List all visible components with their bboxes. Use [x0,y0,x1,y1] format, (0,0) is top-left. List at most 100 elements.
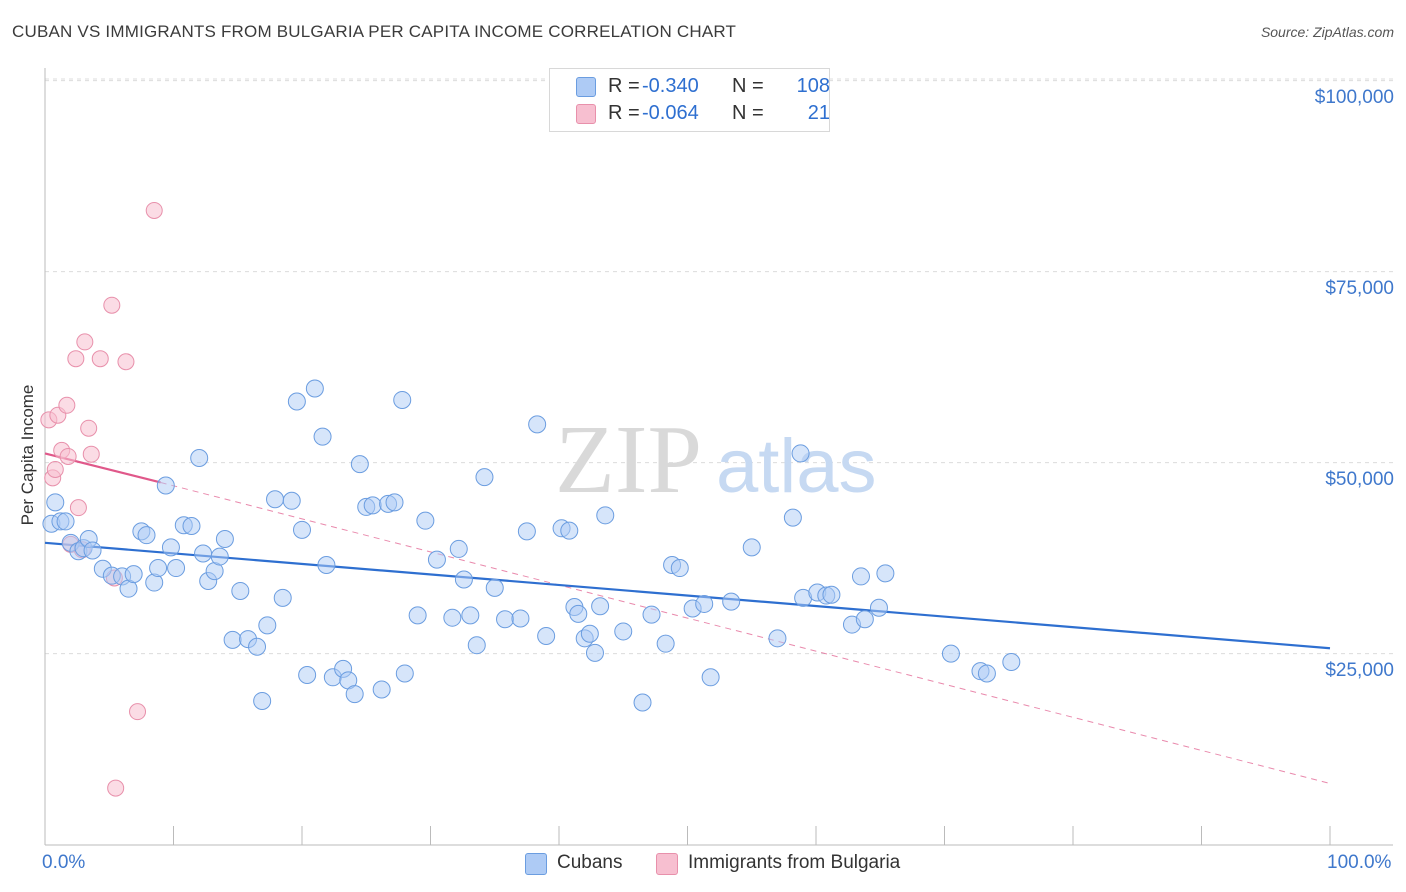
cubans-point [124,565,143,584]
cubans-point [215,530,234,548]
cubans-point [190,449,209,468]
legend-r-value: -0.064 [642,102,699,124]
cubans-point [876,564,895,583]
cubans-point [695,594,714,613]
correlation-legend: R = -0.340 N = 108 R = -0.064 N = 21 [549,68,830,132]
cubans-point [266,490,285,509]
cubans-point [298,665,317,684]
cubans-point [416,511,435,530]
cubans-point [475,468,494,487]
gridlines [45,78,1393,655]
cubans-point [585,643,604,662]
bulgaria-point [67,350,85,368]
cubans-point [282,491,301,510]
cubans-point [293,520,311,539]
legend-n-value: 108 [796,75,830,97]
legend-r-label: R = [608,102,640,124]
bottom-legend-swatch-bulgaria [656,853,678,875]
bulgaria-point [46,460,64,478]
cubans-point [851,567,870,586]
y-tick-label: $50,000 [1325,469,1394,490]
cubans-point [485,578,504,597]
cubans-point [656,634,675,653]
cubans-point [223,630,242,649]
cubans-trend-line [44,541,1331,650]
cubans-point [273,588,292,607]
legend-swatch-bulgaria [576,104,596,124]
bulgaria-point [129,703,147,721]
cubans-point [443,608,462,627]
bulgaria-point [58,396,76,414]
cubans-point [642,605,661,624]
cubans-point [467,636,486,655]
bottom-legend-label-cubans: Cubans [557,852,623,873]
cubans-point [372,680,391,699]
cubans-point [454,570,473,589]
cubans-point [408,606,427,625]
cubans-point [670,559,689,578]
cubans-point [427,550,446,569]
cubans-point [210,547,229,566]
bulgaria-point [145,201,163,219]
bulgaria-point [82,445,100,463]
cubans-point [305,379,324,398]
cubans-point [46,493,65,512]
cubans-point [231,581,250,600]
watermark-atlas: atlas [716,424,877,509]
cubans-point [528,415,547,434]
cubans-point [569,604,588,623]
legend-r-value: -0.340 [642,75,699,97]
cubans-point [791,444,810,463]
cubans-point [511,609,530,628]
legend-n-label: N = [732,102,764,124]
cubans-point [385,493,404,512]
cubans-point [941,644,960,663]
cubans-point [537,627,556,646]
legend-n-label: N = [732,75,764,97]
bulgaria-point [103,296,121,314]
bulgaria-point [117,353,135,371]
cubans-point [363,496,382,515]
cubans-point [591,597,610,616]
bulgaria-point [80,419,98,437]
legend-n-value: 21 [807,102,830,124]
cubans-point [317,555,336,574]
legend-r-label: R = [608,75,640,97]
cubans-point [253,691,272,710]
cubans-point [258,616,277,635]
cubans-point [855,610,874,629]
bottom-legend-label-bulgaria: Immigrants from Bulgaria [688,852,901,873]
bulgaria-point [69,499,87,517]
cubans-point [783,508,802,527]
cubans-point [742,538,761,557]
cubans-point [701,668,720,687]
cubans-point [461,606,480,625]
bulgaria-trend-extension [160,481,1331,784]
cubans-point [395,664,414,683]
cubans-point [137,526,156,545]
cubans-point [194,544,213,563]
cubans-point [313,427,332,446]
cubans-point [167,559,186,578]
cubans-point [83,541,102,560]
cubans-point [248,637,267,656]
cubans-point [633,693,652,712]
axes [44,68,1393,846]
cubans-point [161,538,180,557]
cubans-point [345,685,364,704]
watermark-zip: ZIP [555,406,702,514]
cubans-points [42,379,1021,712]
legend-swatch-cubans [576,77,596,97]
x-tick-label-max: 100.0% [1327,852,1392,873]
cubans-point [393,390,412,409]
cubans-point [580,624,599,643]
x-tick-label-min: 0.0% [42,852,86,873]
source-credit: Source: ZipAtlas.com [1260,24,1394,40]
cubans-point [149,559,168,578]
cubans-point [560,521,579,540]
cubans-point [496,610,515,629]
cubans-point [156,476,175,495]
bulgaria-point [76,333,94,351]
cubans-point [768,629,787,648]
